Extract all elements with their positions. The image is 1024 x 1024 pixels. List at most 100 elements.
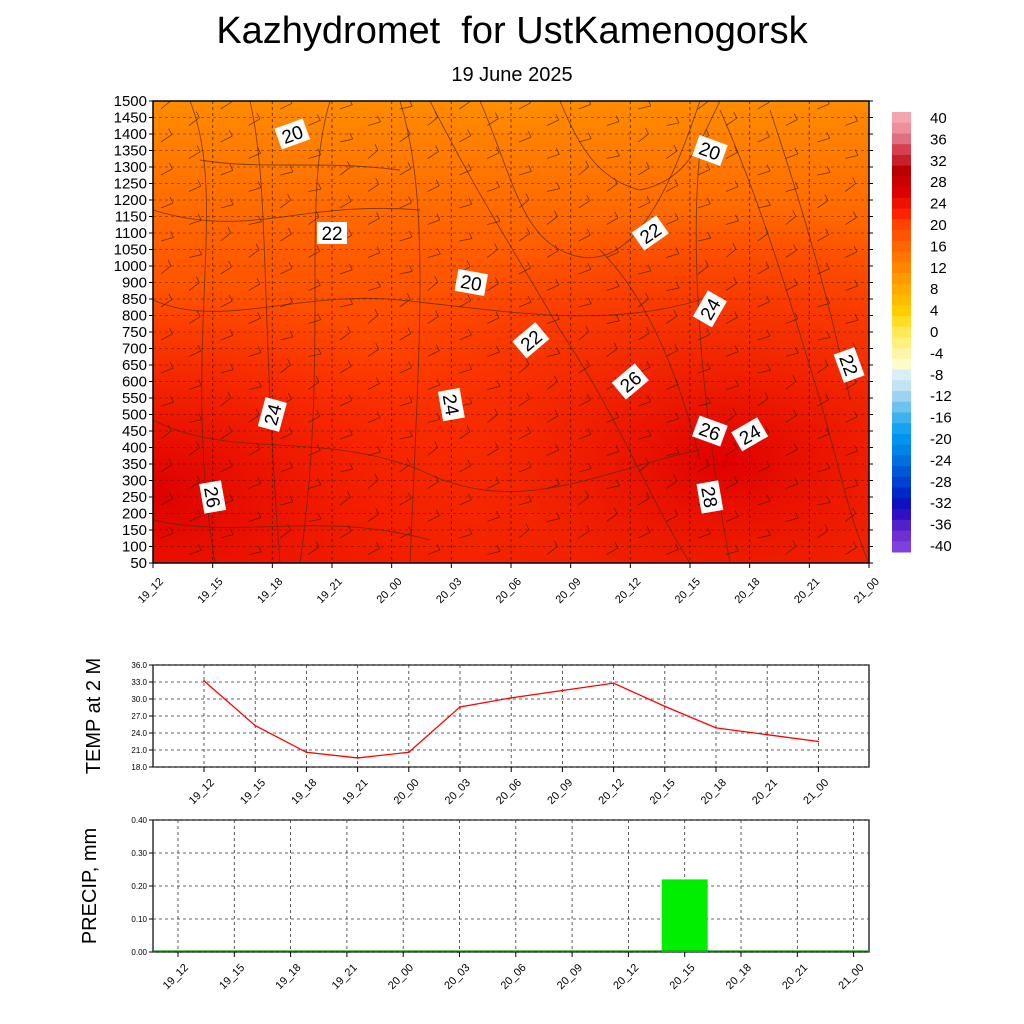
wind-barb xyxy=(427,151,439,159)
wind-barb xyxy=(578,166,590,176)
wind-barb xyxy=(817,365,829,374)
chart-subtitle: 19 June 2025 xyxy=(451,64,573,86)
wind-barb xyxy=(817,103,830,110)
wind-barb-flag xyxy=(646,361,651,368)
wind-barb xyxy=(220,135,233,143)
wind-barb-flag xyxy=(197,379,202,386)
wind-barb xyxy=(280,233,292,242)
wind-barb xyxy=(666,349,678,357)
wind-barb-flag xyxy=(256,277,261,285)
wind-barb xyxy=(308,450,321,456)
wind-barb xyxy=(518,136,532,143)
wind-barb-flag xyxy=(406,458,411,465)
wind-barb-flag xyxy=(468,528,473,535)
wind-barb-flag xyxy=(646,161,650,169)
contour-label-bg xyxy=(274,118,311,150)
wind-barb xyxy=(399,105,413,110)
wind-barb-flag xyxy=(256,112,261,120)
wind-barb-flag xyxy=(854,279,858,287)
wind-barb-flag xyxy=(436,378,441,386)
wind-barb-flag xyxy=(793,113,798,120)
wind-barb-flag xyxy=(527,460,532,468)
colorbar-swatch xyxy=(892,187,911,199)
colorbar-swatch xyxy=(892,401,911,413)
wind-barb-flag xyxy=(705,459,710,466)
wind-barb xyxy=(487,414,498,423)
wind-barb xyxy=(188,447,200,456)
wind-barb-flag xyxy=(198,248,203,255)
wind-barb xyxy=(666,480,678,489)
wind-barb-flag xyxy=(766,295,770,302)
wind-barb-flag xyxy=(587,132,592,139)
wind-barb xyxy=(220,397,232,407)
y-tick-label: 1350 xyxy=(114,143,147,160)
wind-barb-flag xyxy=(647,264,652,272)
wind-barb-flag xyxy=(316,245,321,252)
wind-barb xyxy=(725,482,738,489)
wind-barb xyxy=(308,353,322,357)
y-tick-label: 200 xyxy=(122,506,147,523)
wind-barb xyxy=(518,466,532,473)
wind-barb-flag xyxy=(732,242,737,250)
wind-barb-flag xyxy=(436,213,441,221)
wind-barb xyxy=(188,282,200,291)
wind-barb xyxy=(487,152,500,159)
wind-barb xyxy=(757,534,771,539)
colorbar-tick-label: 12 xyxy=(930,260,947,277)
wind-barb-flag xyxy=(375,343,380,350)
wind-barb-flag xyxy=(408,230,413,238)
wind-barb-flag xyxy=(555,148,560,155)
wind-barb-flag xyxy=(646,526,651,533)
wind-barb xyxy=(518,171,532,176)
wind-barb xyxy=(546,381,558,390)
colorbar-tick-label: -16 xyxy=(930,410,952,427)
wind-barb-flag xyxy=(435,145,439,152)
wind-barb xyxy=(518,529,530,539)
wind-barb xyxy=(487,317,500,324)
wind-barb xyxy=(399,367,412,374)
wind-barb xyxy=(280,501,294,506)
colorbar-swatch xyxy=(892,315,911,328)
y-tick-label: 600 xyxy=(122,374,147,391)
wind-barb-flag xyxy=(792,540,797,547)
contour-line xyxy=(153,207,421,222)
wind-barb xyxy=(546,153,560,159)
wind-barb xyxy=(697,464,710,473)
wind-barb-flag xyxy=(496,345,500,353)
wind-barb-flag xyxy=(228,459,233,467)
wind-barb-flag xyxy=(529,101,531,104)
wind-barb xyxy=(248,221,262,225)
wind-barb-flag xyxy=(317,512,322,520)
wind-barb xyxy=(578,433,591,440)
y-tick-label: 1450 xyxy=(114,110,147,127)
wind-barb-flag xyxy=(289,461,293,468)
wind-barb-flag xyxy=(435,509,440,516)
wind-barb-flag xyxy=(288,427,293,434)
y-tick-label: 300 xyxy=(122,473,147,490)
wind-barb-flag xyxy=(824,359,829,366)
wind-barb-flag xyxy=(674,509,679,516)
wind-barb-flag xyxy=(766,130,770,137)
wind-barb xyxy=(578,103,591,110)
wind-barb-flag xyxy=(436,543,441,551)
wind-barb-flag xyxy=(495,146,500,153)
wind-barb-flag xyxy=(527,295,532,303)
wind-barb-flag xyxy=(496,510,500,518)
colorbar-tick-label: 20 xyxy=(930,217,947,234)
contour-line xyxy=(189,101,216,563)
wind-barb-flag xyxy=(376,246,381,253)
wind-barb xyxy=(757,335,771,341)
wind-barb xyxy=(666,219,679,225)
wind-barb-flag xyxy=(467,294,472,301)
wind-barb xyxy=(188,316,201,324)
wind-barb-flag xyxy=(674,344,679,351)
wind-barb xyxy=(785,415,797,423)
x-tick-label: 20_06 xyxy=(494,576,524,606)
wind-barb xyxy=(308,285,321,291)
wind-barb-flag xyxy=(376,212,380,219)
wind-barb xyxy=(638,531,651,539)
wind-barb xyxy=(160,402,174,407)
wind-barb-flag xyxy=(228,129,233,137)
wind-barb xyxy=(459,533,472,539)
wind-barb xyxy=(188,481,201,489)
